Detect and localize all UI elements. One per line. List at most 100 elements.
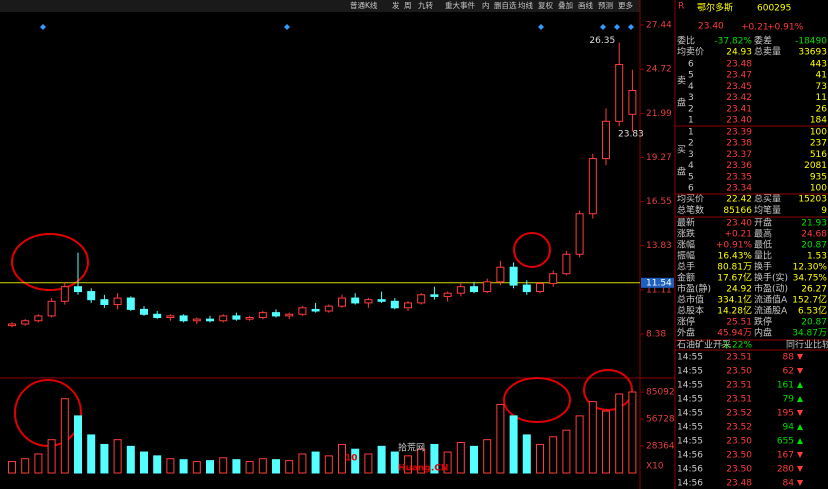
toolbar-item[interactable]: 叠加: [558, 0, 573, 10]
value: 21.93: [801, 219, 827, 229]
stock-name: 鄂尔多斯: [697, 2, 733, 14]
sector-compare: 同行业比较: [786, 339, 828, 351]
value: 14.28亿: [717, 305, 752, 317]
volume-bar: [390, 451, 399, 474]
label: 均笔量: [754, 204, 781, 216]
level-price: 23.40: [726, 116, 752, 126]
toolbar-item[interactable]: 均线: [518, 0, 533, 10]
value: 23.40: [726, 219, 752, 229]
max-label: 26.35: [589, 36, 615, 46]
toolbar-item[interactable]: 九转: [418, 0, 433, 10]
toolbar-item[interactable]: 内: [482, 0, 490, 10]
candle-body: [153, 313, 162, 319]
level-price: 23.34: [726, 184, 752, 194]
value: 26.27: [801, 285, 827, 295]
toolbar-item[interactable]: 发: [392, 0, 400, 10]
value: 20.87: [801, 318, 827, 328]
toolbar-item[interactable]: 重大事件: [445, 0, 475, 10]
volume-bar: [166, 458, 175, 474]
label: 量比: [754, 250, 772, 262]
label: 跌停: [754, 316, 772, 328]
volume-bar: [206, 460, 214, 474]
toolbar-item[interactable]: 周: [404, 1, 412, 10]
candle-body: [245, 317, 254, 320]
level-price: 23.36: [726, 161, 752, 171]
tick-volume: 94: [783, 423, 795, 433]
candle-body: [8, 323, 16, 327]
label: 总买量: [754, 193, 781, 205]
toolbar-item[interactable]: 删自选: [494, 0, 517, 10]
candle-body: [113, 297, 122, 306]
value: 34.87万: [792, 329, 827, 339]
toolbar-item[interactable]: 更多: [618, 0, 633, 10]
candle-body: [219, 315, 228, 322]
tick-price: 23.51: [726, 395, 752, 405]
tick-price: 23.50: [726, 465, 752, 475]
toolbar-item[interactable]: 复权: [538, 0, 553, 10]
value: 15203: [798, 195, 827, 205]
level: 6: [688, 184, 694, 194]
candle-body: [377, 299, 386, 302]
y-tick-label: 16.55: [646, 197, 672, 207]
toolbar-item[interactable]: 画线: [578, 0, 593, 10]
volume-bar: [21, 458, 30, 474]
volume-bar: [8, 461, 16, 474]
value: 45.94万: [717, 329, 752, 339]
value: 34.75%: [793, 274, 828, 284]
circle: [11, 233, 89, 291]
volume-bar: [74, 415, 82, 474]
circle: [503, 377, 571, 423]
level: 1: [688, 128, 694, 138]
value: +0.21: [724, 230, 752, 240]
level-volume: 237: [810, 139, 827, 149]
volume-bar: [179, 459, 188, 474]
toolbar-item[interactable]: 普通K线: [350, 0, 378, 10]
candle-body: [417, 294, 426, 304]
label: 总笔数: [677, 204, 704, 216]
tick-time: 14:55: [677, 395, 703, 405]
candle-body: [47, 300, 56, 317]
candle-body: [628, 89, 637, 115]
tick-volume: 280: [777, 465, 794, 475]
volume-bar: [338, 443, 346, 474]
candle-body: [536, 282, 544, 293]
tick-arrow: [797, 354, 803, 360]
label: 涨幅: [677, 239, 695, 251]
toolbar-item[interactable]: 预测: [598, 0, 613, 10]
tick-price: 23.52: [726, 409, 752, 419]
tick-arrow: [797, 382, 803, 388]
y-tick-label: 8.38: [646, 330, 666, 340]
candle-body: [522, 284, 531, 293]
tick-price: 23.50: [726, 437, 752, 447]
level: 3: [688, 150, 694, 160]
volume-bar: [351, 448, 360, 474]
tick-time: 14:55: [677, 381, 703, 391]
value: 17.67亿: [717, 272, 752, 284]
level-volume: 935: [810, 172, 827, 182]
label: 委差: [754, 35, 772, 47]
stock-code: 600295: [757, 4, 791, 14]
candle-body: [60, 286, 69, 302]
label: 均买价: [677, 193, 704, 205]
volume-bar: [536, 443, 544, 474]
tick-price: 23.51: [726, 353, 752, 363]
volume-bar: [47, 439, 56, 474]
volume-bar: [615, 393, 624, 474]
label: 换手(实): [754, 272, 788, 284]
event-markers: [40, 24, 634, 30]
value: 9: [821, 206, 827, 216]
tick-arrow: [797, 424, 803, 430]
tick-price: 23.50: [726, 367, 752, 377]
volume-bar: [364, 453, 373, 474]
label: 总手: [677, 261, 695, 273]
volume-bar: [298, 453, 307, 474]
circle: [583, 369, 633, 411]
volume-bar: [153, 455, 162, 474]
level-price: 23.42: [726, 93, 752, 103]
label: 开盘: [754, 217, 772, 229]
v-tick-label: 85092: [646, 388, 675, 398]
tick-arrow: [797, 480, 803, 486]
tick-price: 23.52: [726, 423, 752, 433]
label: 市盈(静): [677, 283, 711, 295]
